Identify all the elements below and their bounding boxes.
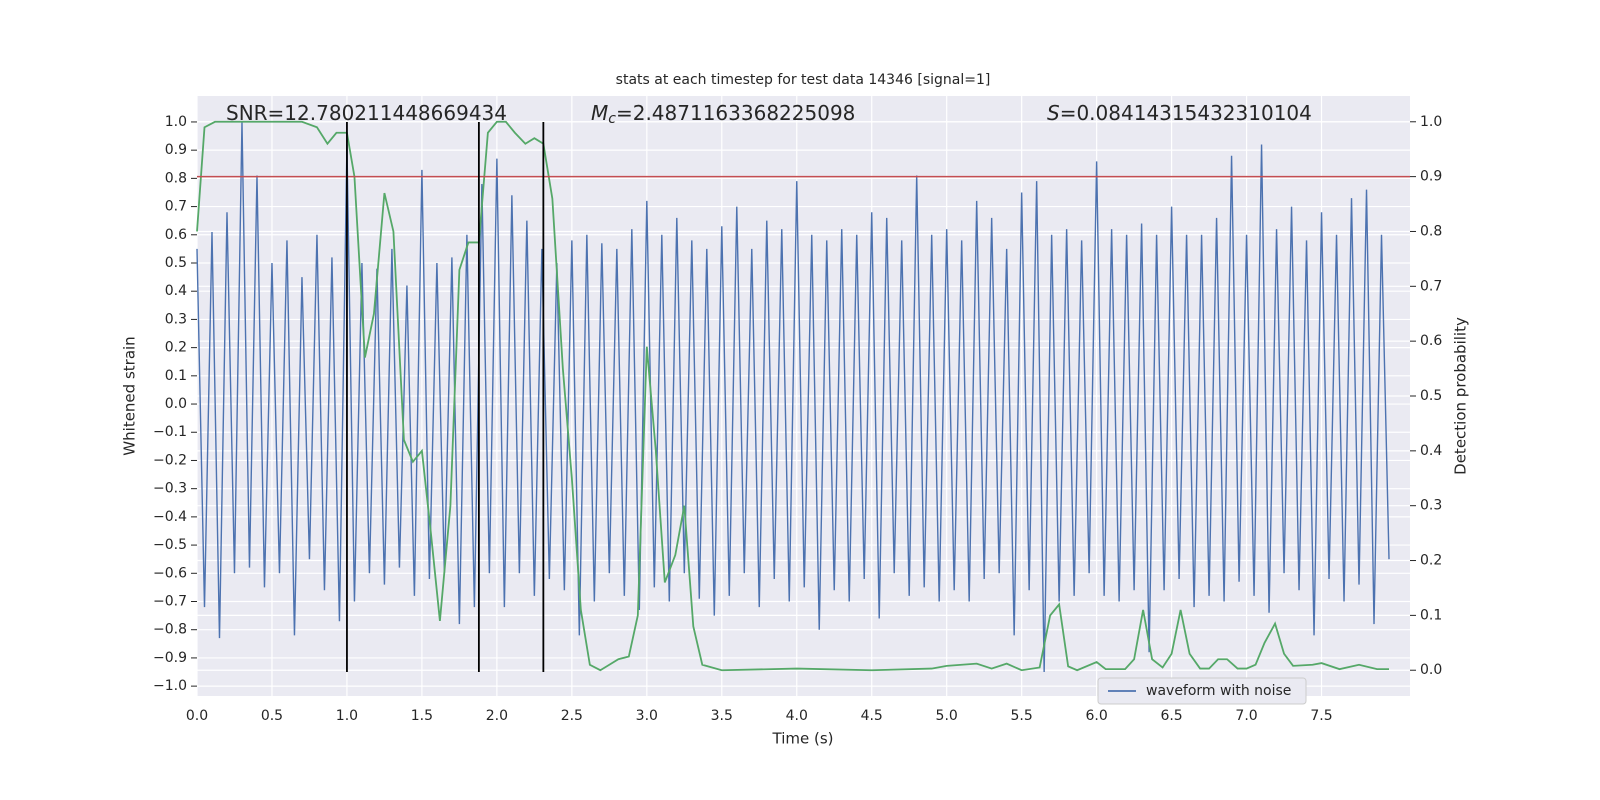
annotation-text: SNR=12.780211448669434 <box>226 101 507 125</box>
annotation-text: =2.4871163368225098 <box>616 101 855 125</box>
y-tick-label: 0.0 <box>165 396 187 412</box>
chart-title: stats at each timestep for test data 143… <box>616 72 991 88</box>
annotation-subscript: c <box>608 111 616 127</box>
x-tick-label: 1.0 <box>336 708 358 724</box>
y-tick-label: −0.6 <box>153 565 187 581</box>
y-tick-label: −0.5 <box>153 537 187 553</box>
y-tick-label: 0.9 <box>165 142 187 158</box>
x-tick-label: 1.5 <box>411 708 433 724</box>
y-axis-label: Whitened strain <box>121 336 139 455</box>
y2-tick-label: 0.1 <box>1420 607 1442 623</box>
annotation-symbol: M <box>591 101 608 125</box>
annotation-text: =0.08414315432310104 <box>1060 101 1312 125</box>
x-tick-label: 2.5 <box>561 708 583 724</box>
y2-tick-label: 0.3 <box>1420 498 1442 514</box>
x-tick-label: 6.0 <box>1085 708 1107 724</box>
y2-tick-label: 0.4 <box>1420 443 1442 459</box>
x-tick-label: 4.5 <box>861 708 883 724</box>
x-tick-label: 5.5 <box>1011 708 1033 724</box>
y-tick-label: −0.9 <box>153 650 187 666</box>
x-tick-label: 7.0 <box>1235 708 1257 724</box>
series-line <box>196 121 1390 673</box>
annotation-symbol: S <box>1047 101 1060 125</box>
y2-tick-label: 0.2 <box>1420 553 1442 569</box>
y-tick-label: −0.3 <box>153 481 187 497</box>
y-tick-label: −0.4 <box>153 509 187 525</box>
y-tick-label: −0.1 <box>153 424 187 440</box>
y2-tick-label: 0.7 <box>1420 278 1442 294</box>
y-tick-label: 0.1 <box>165 368 187 384</box>
y-tick-label: 1.0 <box>165 114 187 130</box>
x-tick-label: 2.0 <box>486 708 508 724</box>
y-tick-label: 0.4 <box>165 283 187 299</box>
x-tick-label: 5.0 <box>936 708 958 724</box>
y-tick-label: 0.2 <box>165 340 187 356</box>
x-axis-label: Time (s) <box>772 730 834 748</box>
y-tick-label: −0.2 <box>153 452 187 468</box>
y2-tick-label: 0.0 <box>1420 662 1442 678</box>
annotation: SNR=12.780211448669434 <box>226 101 507 125</box>
x-tick-label: 0.5 <box>261 708 283 724</box>
x-tick-label: 0.0 <box>186 708 208 724</box>
y2-tick-label: 0.9 <box>1420 169 1442 185</box>
legend-label: waveform with noise <box>1146 683 1291 699</box>
x-tick-label: 4.0 <box>786 708 808 724</box>
x-tick-label: 3.5 <box>711 708 733 724</box>
annotation: S=0.08414315432310104 <box>1047 101 1312 125</box>
legend-box <box>1097 677 1307 705</box>
y-tick-label: −0.7 <box>153 594 187 610</box>
y-tick-label: −1.0 <box>153 678 187 694</box>
y2-tick-label: 0.8 <box>1420 223 1442 239</box>
y-tick-label: 0.3 <box>165 311 187 327</box>
x-tick-label: 7.5 <box>1310 708 1332 724</box>
y-tick-label: 0.8 <box>165 170 187 186</box>
y2-tick-label: 0.6 <box>1420 333 1442 349</box>
x-tick-label: 6.5 <box>1160 708 1182 724</box>
y-tick-label: 0.7 <box>165 199 187 215</box>
y2-axis-label: Detection probability <box>1452 317 1470 475</box>
y-tick-label: −0.8 <box>153 622 187 638</box>
annotation: Mc=2.4871163368225098 <box>591 101 855 128</box>
y2-tick-label: 0.5 <box>1420 388 1442 404</box>
y2-tick-label: 1.0 <box>1420 114 1442 130</box>
series-line <box>196 120 1390 672</box>
y-tick-label: 0.5 <box>165 255 187 271</box>
x-tick-label: 3.0 <box>636 708 658 724</box>
y-tick-label: 0.6 <box>165 227 187 243</box>
